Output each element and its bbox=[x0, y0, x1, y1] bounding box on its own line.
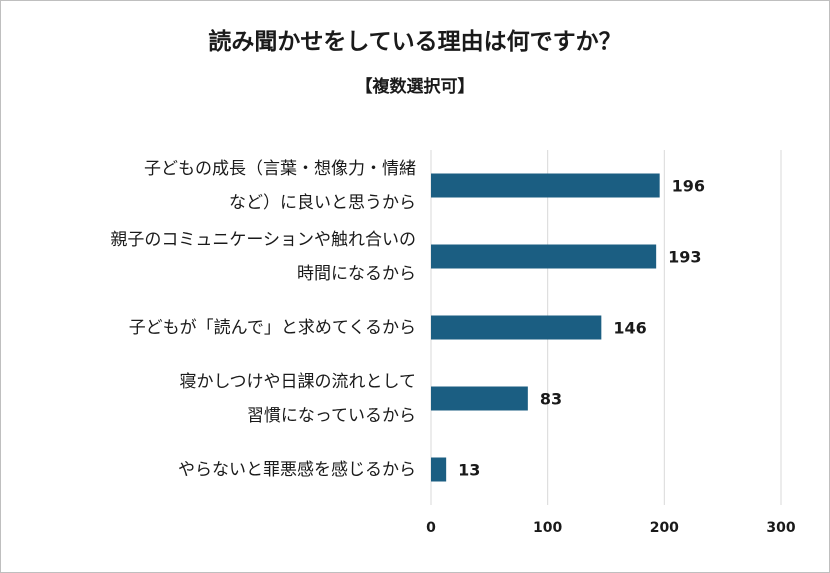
category-label-line: 寝かしつけや日課の流れとして bbox=[179, 371, 416, 392]
bar bbox=[431, 173, 660, 198]
x-tick-label: 0 bbox=[426, 520, 436, 536]
category-label-line: など）に良いと思うから bbox=[229, 192, 416, 213]
bar bbox=[431, 244, 657, 269]
category-label-line: 習慣になっているから bbox=[246, 405, 416, 426]
category-label: 子どもが「読んで」と求めてくるから bbox=[16, 311, 416, 345]
category-label: 寝かしつけや日課の流れとして習慣になっているから bbox=[16, 365, 416, 433]
category-label-line: 子どもが「読んで」と求めてくるから bbox=[128, 317, 416, 338]
data-label: 193 bbox=[668, 248, 701, 267]
bar bbox=[431, 457, 447, 482]
chart-subtitle: 【複数選択可】 bbox=[355, 77, 475, 97]
category-label-line: 親子のコミュニケーションや触れ合いの bbox=[110, 229, 416, 250]
category-label-line: やらないと罪悪感を感じるから bbox=[178, 459, 416, 480]
bar bbox=[431, 386, 528, 411]
category-label: 親子のコミュニケーションや触れ合いの時間になるから bbox=[16, 223, 416, 291]
data-label: 146 bbox=[613, 319, 646, 338]
category-label: やらないと罪悪感を感じるから bbox=[16, 453, 416, 487]
chart-title: 読み聞かせをしている理由は何ですか？ bbox=[208, 29, 622, 55]
x-tick-label: 300 bbox=[766, 520, 795, 536]
data-label: 13 bbox=[458, 461, 480, 480]
x-tick-label: 200 bbox=[650, 520, 679, 536]
category-label-line: 子どもの成長（言葉・想像力・情緒 bbox=[144, 158, 416, 179]
data-label: 83 bbox=[540, 390, 562, 409]
category-label-line: 時間になるから bbox=[297, 263, 416, 284]
x-tick-label: 100 bbox=[533, 520, 562, 536]
category-label: 子どもの成長（言葉・想像力・情緒など）に良いと思うから bbox=[16, 152, 416, 220]
bar bbox=[431, 315, 602, 340]
data-label: 196 bbox=[672, 177, 705, 196]
